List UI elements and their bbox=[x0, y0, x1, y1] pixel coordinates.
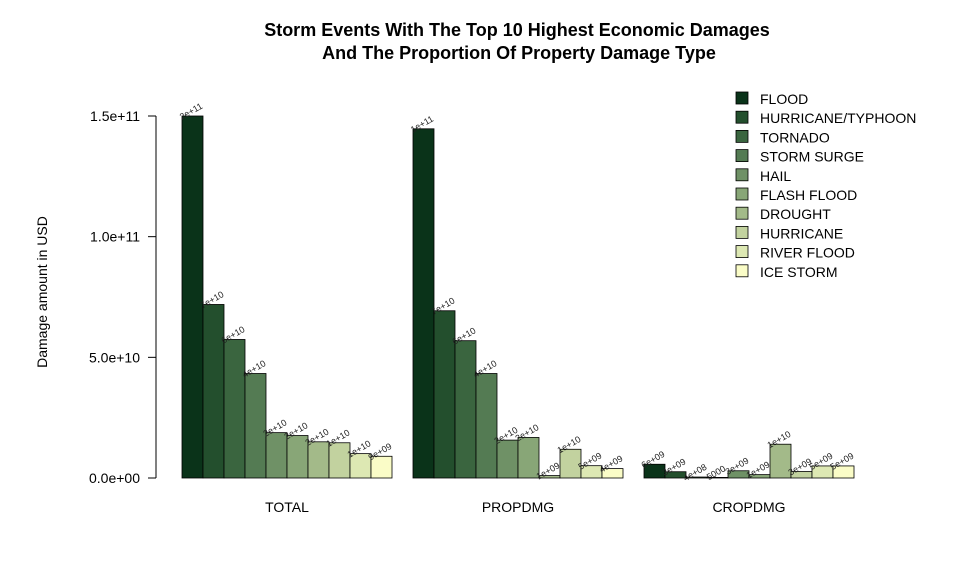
y-tick-label-0: 0.0e+00 bbox=[89, 470, 140, 486]
bar-total-storm-surge bbox=[244, 373, 267, 479]
bar-total-hurricane-typhoon bbox=[202, 304, 225, 479]
bar-total-tornado bbox=[223, 339, 246, 479]
legend-swatch-7 bbox=[735, 225, 749, 239]
legend-label-8: RIVER FLOOD bbox=[760, 245, 855, 261]
bar-propdmg-hurricane-typhoon bbox=[433, 310, 456, 479]
category-labels: TOTAL PROPDMG CROPDMG bbox=[265, 499, 785, 515]
bar-propdmg-tornado bbox=[454, 340, 477, 479]
bar-propdmg-flash-flood bbox=[517, 437, 540, 479]
bar-cropdmg-ice-storm bbox=[832, 465, 855, 479]
legend-label-3: STORM SURGE bbox=[760, 149, 864, 165]
bar-labels: 2e+117e+106e+104e+102e+102e+102e+101e+10… bbox=[178, 101, 856, 483]
legend-swatch-9 bbox=[735, 264, 749, 278]
data-label-cropdmg-3: 5000 bbox=[705, 463, 727, 482]
legend-swatch-3 bbox=[735, 149, 749, 163]
chart-title-line-1: Storm Events With The Top 10 Highest Eco… bbox=[264, 20, 770, 40]
legend-label-1: HURRICANE/TYPHOON bbox=[760, 110, 916, 126]
chart-title-line-2: And The Proportion Of Property Damage Ty… bbox=[322, 43, 716, 63]
bar-propdmg-storm-surge bbox=[475, 373, 498, 479]
legend-swatch-0 bbox=[735, 91, 749, 105]
y-axis: 0.0e+00 5.0e+10 1.0e+11 1.5e+11 bbox=[89, 108, 157, 486]
bar-total-hurricane bbox=[328, 442, 351, 479]
legend-swatch-4 bbox=[735, 168, 749, 182]
legend-label-9: ICE STORM bbox=[760, 264, 838, 280]
legend-label-2: TORNADO bbox=[760, 129, 830, 145]
category-label-total: TOTAL bbox=[265, 499, 309, 515]
bar-propdmg-ice-storm bbox=[601, 468, 624, 479]
legend-swatch-1 bbox=[735, 110, 749, 124]
bar-total-hail bbox=[265, 432, 288, 479]
legend-swatch-8 bbox=[735, 245, 749, 259]
legend-label-0: FLOOD bbox=[760, 91, 808, 107]
bars bbox=[181, 115, 855, 479]
legend-label-6: DROUGHT bbox=[760, 206, 831, 222]
bar-propdmg-hurricane bbox=[559, 448, 582, 479]
bar-propdmg-flood bbox=[412, 128, 435, 479]
y-tick-label-1: 5.0e+10 bbox=[89, 349, 140, 365]
y-tick-label-2: 1.0e+11 bbox=[90, 229, 140, 245]
y-tick-label-3: 1.5e+11 bbox=[90, 108, 140, 124]
y-axis-label: Damage amount in USD bbox=[34, 216, 50, 368]
category-label-cropdmg: CROPDMG bbox=[712, 499, 785, 515]
bar-total-flood bbox=[181, 115, 204, 479]
legend: FLOOD HURRICANE/TYPHOON TORNADO STORM SURGE… bbox=[735, 91, 916, 280]
bar-cropdmg-flood bbox=[643, 463, 666, 479]
bar-total-drought bbox=[307, 441, 330, 479]
bar-total-ice-storm bbox=[370, 455, 393, 479]
bar-propdmg-hail bbox=[496, 439, 519, 479]
legend-swatch-6 bbox=[735, 206, 749, 220]
legend-label-5: FLASH FLOOD bbox=[760, 187, 857, 203]
legend-label-4: HAIL bbox=[760, 168, 791, 184]
legend-label-7: HURRICANE bbox=[760, 225, 843, 241]
legend-swatch-5 bbox=[735, 187, 749, 201]
bar-cropdmg-drought bbox=[769, 443, 792, 479]
category-label-propdmg: PROPDMG bbox=[482, 499, 554, 515]
legend-swatch-2 bbox=[735, 129, 749, 143]
bar-cropdmg-hurricane-typhoon bbox=[664, 471, 687, 479]
